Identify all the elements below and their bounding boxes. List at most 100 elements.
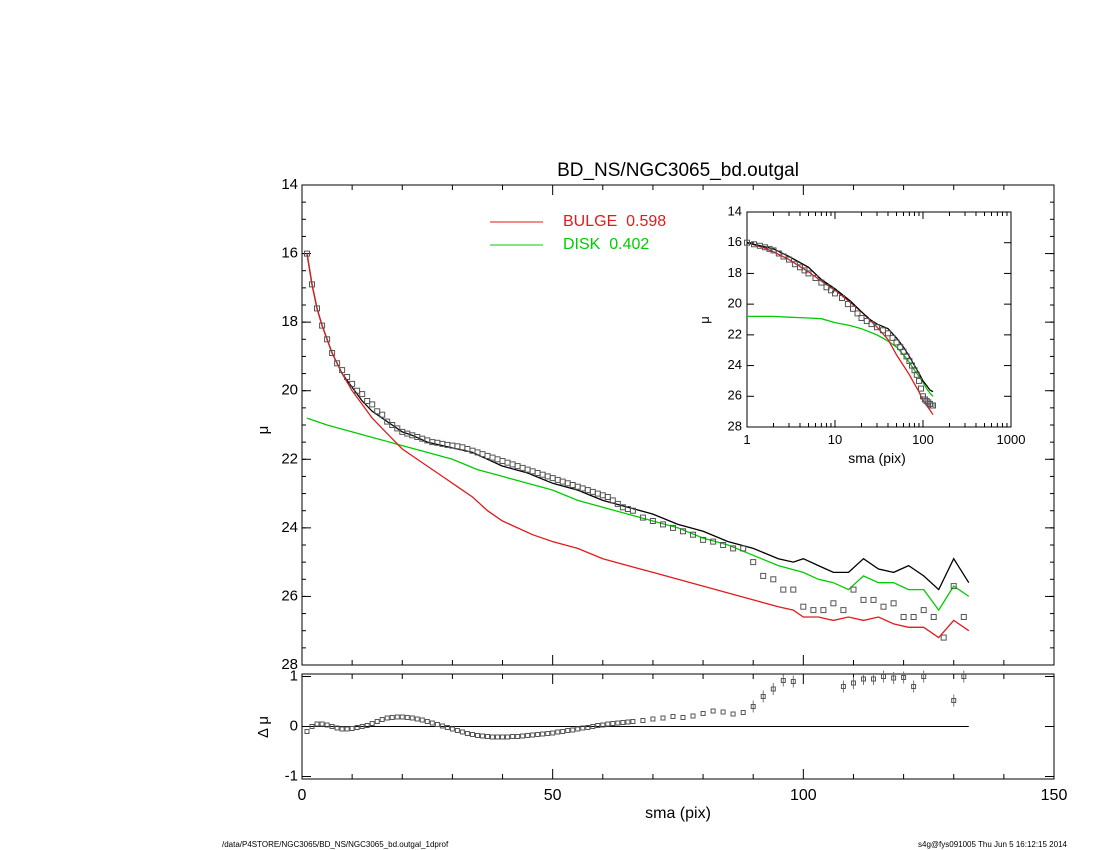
inset-data-point — [832, 290, 838, 297]
residual-point — [419, 717, 425, 723]
data-point — [850, 586, 857, 593]
data-point — [800, 603, 807, 610]
residual-point — [480, 733, 485, 739]
residual-point — [525, 733, 531, 738]
residual-point — [540, 731, 546, 737]
main-y-tick-label: 24 — [281, 519, 298, 536]
residual-point — [369, 721, 375, 726]
data-point — [524, 466, 531, 473]
data-point — [920, 607, 927, 614]
residual-point — [861, 676, 866, 682]
data-point — [354, 387, 361, 394]
residual-point — [495, 734, 500, 740]
data-point — [639, 514, 646, 521]
data-point — [394, 425, 401, 432]
residual-point — [520, 733, 526, 739]
residual-point — [951, 698, 957, 703]
inset-data-point — [791, 261, 798, 268]
residual-point — [394, 714, 400, 720]
inset-data-point — [850, 305, 856, 312]
legend-disk-label: DISK 0.402 — [563, 236, 649, 253]
residual-point — [595, 723, 601, 728]
data-point — [910, 614, 917, 620]
residual-point — [605, 721, 611, 727]
inset-y-tick-label: 16 — [728, 234, 742, 249]
x-axis-label: sma (pix) — [645, 805, 711, 822]
inset-axes: 14 16 18 20 22 24 26 281 10 100 1000 — [728, 203, 1026, 447]
residual-point — [339, 726, 345, 732]
residual-point — [530, 732, 536, 738]
inset-y-axis-label: μ — [697, 316, 712, 324]
residual-point — [650, 716, 656, 722]
residual-point — [580, 725, 586, 731]
residual-point — [690, 713, 696, 719]
residual-point — [921, 674, 927, 679]
residual-point — [660, 715, 666, 721]
inset-data-point — [805, 270, 812, 277]
residual-point — [404, 715, 410, 720]
data-point — [374, 408, 381, 415]
residual-point — [429, 720, 435, 726]
data-point — [604, 494, 611, 500]
data-point — [670, 524, 676, 531]
inset-y-tick-label: 24 — [728, 357, 742, 372]
inset-y-tick-label: 22 — [728, 326, 742, 341]
data-point — [940, 634, 947, 641]
residual-point — [700, 711, 706, 716]
bulge-line — [306, 253, 970, 639]
data-point — [609, 497, 616, 504]
residual-point — [780, 678, 786, 683]
residual-point — [384, 715, 390, 721]
residual-y-tick-label: 1 — [290, 667, 298, 684]
data-point — [304, 250, 310, 257]
data-point — [680, 528, 686, 535]
data-point — [324, 336, 331, 343]
residual-point — [670, 714, 676, 719]
residual-point — [840, 684, 846, 689]
residual-point — [625, 719, 631, 725]
residual-point — [354, 725, 360, 730]
data-point — [379, 411, 386, 418]
residual-point — [414, 716, 420, 722]
residual-y-tick-label: 0 — [290, 717, 298, 734]
residual-point — [490, 734, 495, 740]
residual-point — [485, 734, 490, 739]
data-point — [494, 456, 501, 463]
data-point — [574, 483, 581, 490]
main-y-axis-label: μ — [255, 426, 272, 435]
disk-line — [306, 417, 970, 612]
data-point — [710, 538, 717, 545]
inset-series — [744, 239, 936, 416]
main-y-tick-label: 18 — [281, 313, 298, 330]
residual-plot-panel: 10-10 50 100 150 Δ μ sma (pix) — [255, 667, 1067, 822]
data-point — [514, 463, 521, 470]
chart-title: BD_NS/NGC3065_bd.outgal — [557, 160, 799, 181]
data-point — [554, 476, 561, 483]
data-point — [334, 360, 341, 367]
residual-point — [615, 720, 621, 726]
residual-point — [505, 734, 510, 740]
residual-point — [570, 727, 576, 733]
residual-point — [871, 676, 876, 682]
residual-point — [470, 732, 475, 737]
data-point — [309, 281, 315, 288]
residual-point — [424, 719, 430, 724]
inset-x-tick-label: 100 — [912, 432, 934, 447]
main-y-tick-label: 22 — [281, 450, 298, 467]
data-point — [459, 444, 466, 451]
inset-y-tick-label: 14 — [728, 203, 742, 218]
residual-point — [911, 684, 917, 689]
data-point — [820, 607, 827, 614]
residual-point — [545, 731, 551, 736]
data-point — [504, 459, 511, 466]
data-point — [770, 576, 777, 583]
residual-point — [590, 724, 596, 729]
inset-data-point — [913, 371, 920, 378]
residual-point — [309, 724, 315, 729]
inset-y-tick-label: 18 — [728, 265, 742, 280]
residual-point — [379, 717, 385, 722]
residual-point — [399, 714, 405, 720]
data-point — [319, 322, 326, 329]
residual-point — [374, 719, 380, 724]
inset-data-point — [770, 247, 777, 254]
